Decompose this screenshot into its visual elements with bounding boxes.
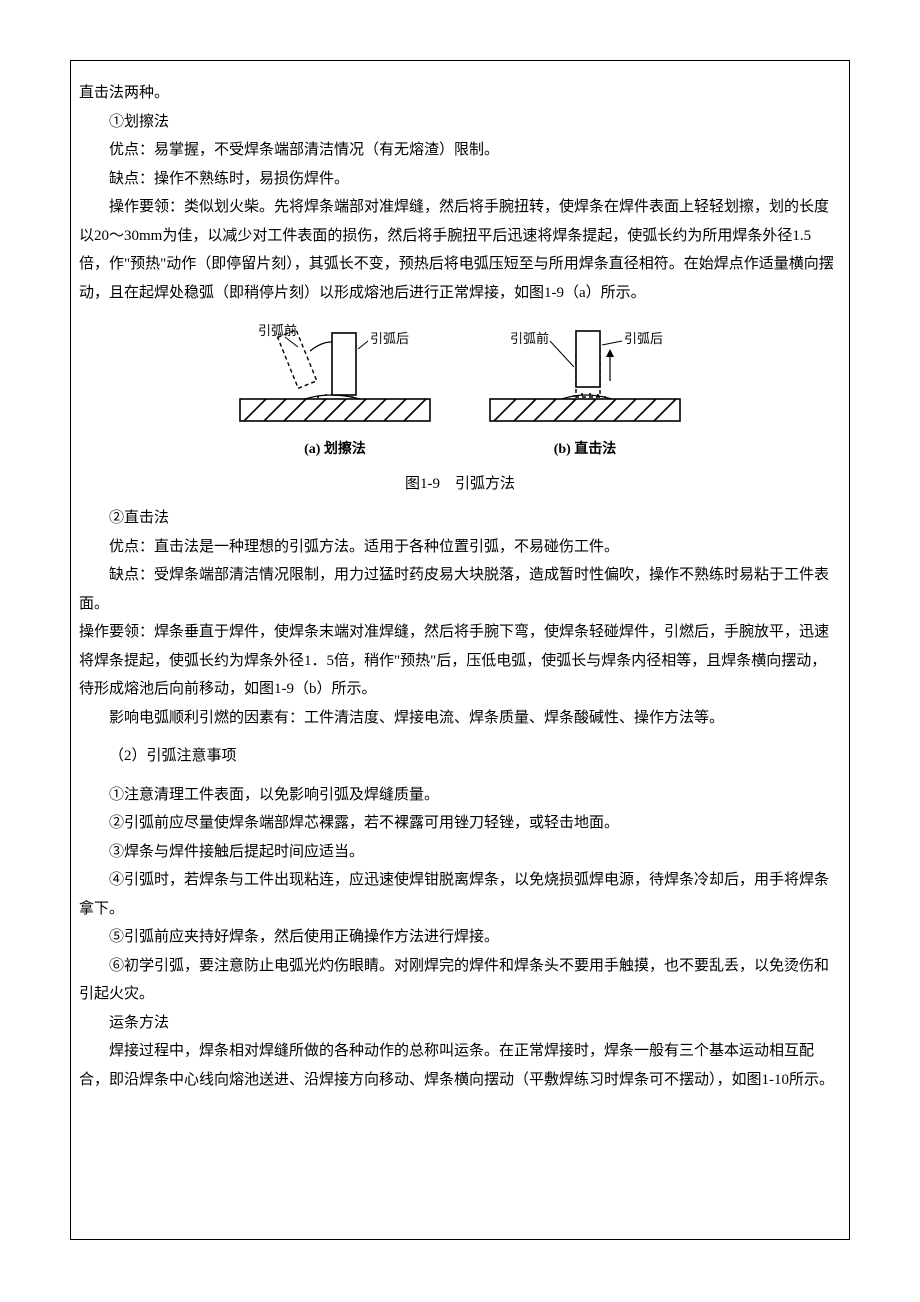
diagram-scratch-method: 引弧前 引弧后	[230, 321, 440, 431]
label-before: 引弧前	[258, 323, 297, 338]
figure-1-9: 引弧前 引弧后 (a) 划擦法	[79, 321, 841, 498]
paragraph: 操作要领：类似划火柴。先将焊条端部对准焊缝，然后将手腕扭转，使焊条在焊件表面上轻…	[79, 193, 841, 307]
subfigure-caption-b: (b) 直击法	[554, 437, 617, 464]
subfigure-a: 引弧前 引弧后 (a) 划擦法	[230, 321, 440, 464]
paragraph: 操作要领：焊条垂直于焊件，使焊条末端对准焊缝，然后将手腕下弯，使焊条轻碰焊件，引…	[79, 618, 841, 704]
label-after: 引弧后	[624, 331, 663, 346]
list-item: ⑥初学引弧，要注意防止电弧光灼伤眼睛。对刚焊完的焊件和焊条头不要用手触摸，也不要…	[79, 952, 841, 1009]
paragraph: 焊接过程中，焊条相对焊缝所做的各种动作的总称叫运条。在正常焊接时，焊条一般有三个…	[79, 1037, 841, 1094]
paragraph: 影响电弧顺利引燃的因素有：工件清洁度、焊接电流、焊条质量、焊条酸碱性、操作方法等…	[79, 704, 841, 733]
subfigure-caption-a: (a) 划擦法	[304, 437, 366, 464]
paragraph: 优点：直击法是一种理想的引弧方法。适用于各种位置引弧，不易碰伤工件。	[79, 533, 841, 562]
paragraph: 缺点：操作不熟练时，易损伤焊件。	[79, 165, 841, 194]
list-item: ④引弧时，若焊条与工件出现粘连，应迅速使焊钳脱离焊条，以免烧损弧焊电源，待焊条冷…	[79, 866, 841, 923]
paragraph: 直击法两种。	[79, 79, 841, 108]
list-item: ①注意清理工件表面，以免影响引弧及焊缝质量。	[79, 781, 841, 810]
figure-caption: 图1-9 引弧方法	[79, 470, 841, 499]
label-before: 引弧前	[510, 331, 549, 346]
subfigure-b: 引弧前 引弧后 (b) 直击法	[480, 321, 690, 464]
section-heading: 运条方法	[79, 1009, 841, 1038]
label-after: 引弧后	[370, 331, 409, 346]
diagram-strike-method: 引弧前 引弧后	[480, 321, 690, 431]
page-frame: 直击法两种。 ①划擦法 优点：易掌握，不受焊条端部清洁情况（有无熔渣）限制。 缺…	[70, 60, 850, 1240]
figure-row: 引弧前 引弧后 (a) 划擦法	[79, 321, 841, 464]
section-heading: （2）引弧注意事项	[79, 742, 841, 771]
list-item: ③焊条与焊件接触后提起时间应适当。	[79, 838, 841, 867]
list-item: ②直击法	[79, 504, 841, 533]
list-item: ①划擦法	[79, 108, 841, 137]
paragraph: 优点：易掌握，不受焊条端部清洁情况（有无熔渣）限制。	[79, 136, 841, 165]
paragraph: 缺点：受焊条端部清洁情况限制，用力过猛时药皮易大块脱落，造成暂时性偏吹，操作不熟…	[79, 561, 841, 618]
list-item: ⑤引弧前应夹持好焊条，然后使用正确操作方法进行焊接。	[79, 923, 841, 952]
list-item: ②引弧前应尽量使焊条端部焊芯裸露，若不裸露可用锉刀轻锉，或轻击地面。	[79, 809, 841, 838]
